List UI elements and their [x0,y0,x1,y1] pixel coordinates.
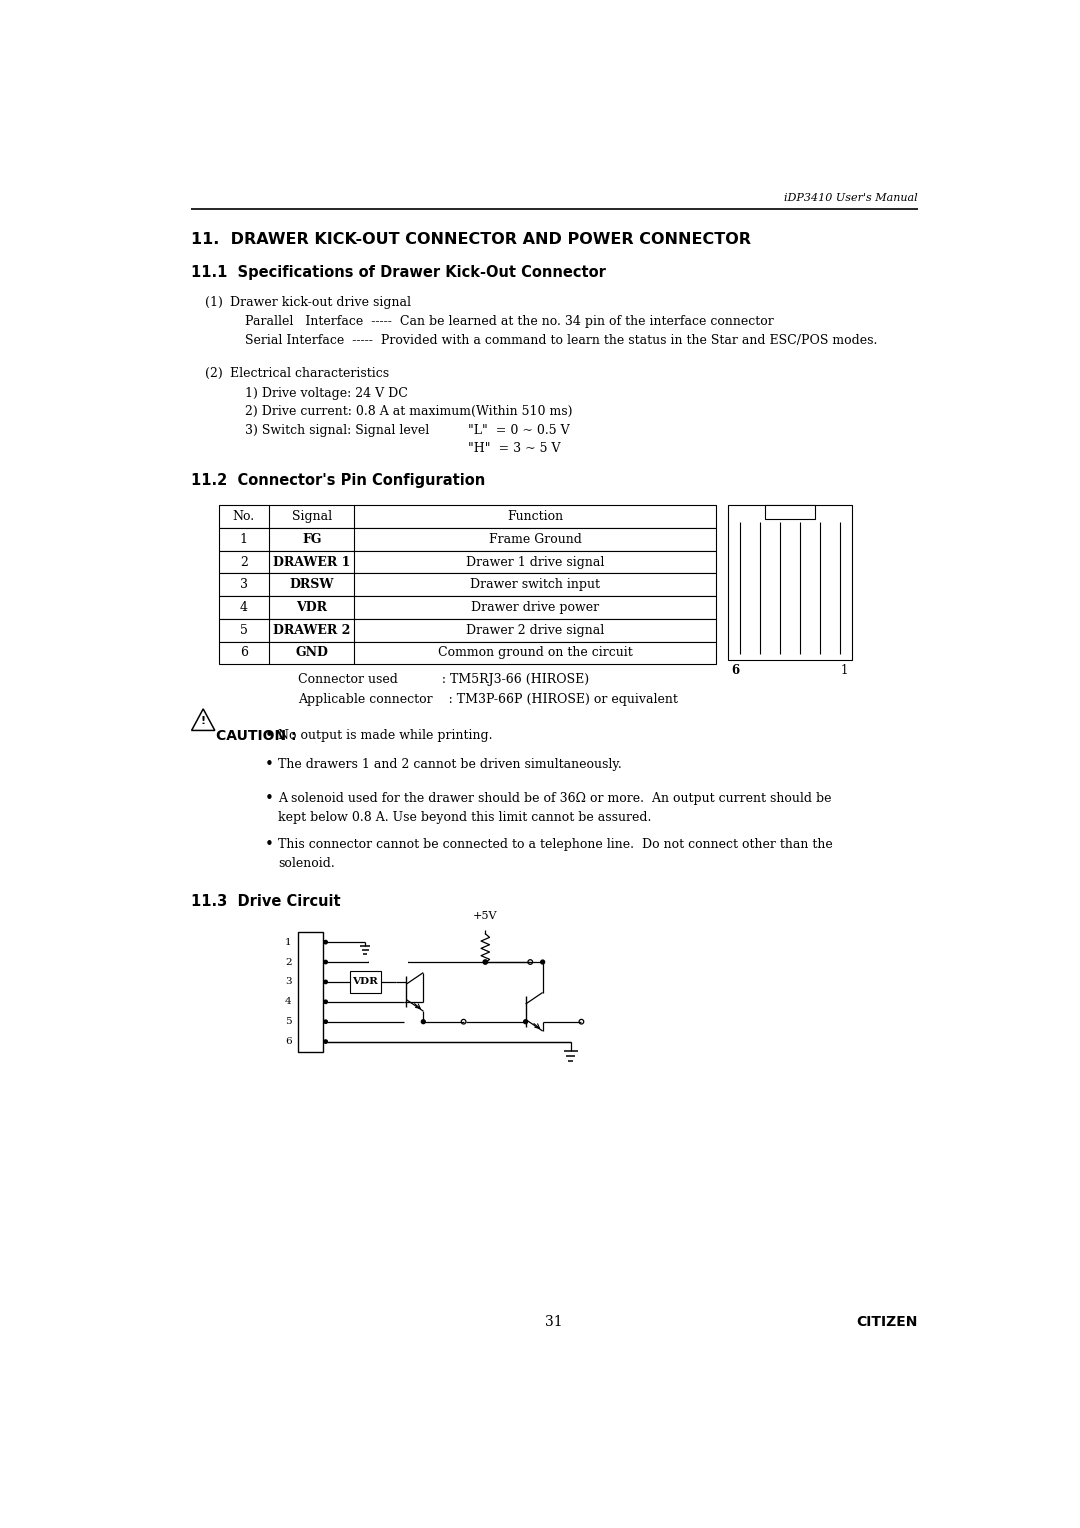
Bar [765,506,814,520]
Text: Drawer 2 drive signal: Drawer 2 drive signal [467,623,605,637]
Text: 4: 4 [240,601,248,614]
Circle shape [483,960,487,964]
Text: Connector used           : TM5RJ3-66 (HIROSE): Connector used : TM5RJ3-66 (HIROSE) [298,674,589,686]
Text: Drawer 1 drive signal: Drawer 1 drive signal [467,556,605,568]
Circle shape [324,981,327,984]
Text: 1) Drive voltage: 24 V DC: 1) Drive voltage: 24 V DC [245,387,408,400]
Text: 2) Drive current: 0.8 A at maximum(Within 510 ms): 2) Drive current: 0.8 A at maximum(Withi… [245,405,572,419]
Text: 2: 2 [285,958,292,967]
Text: iDP3410 User's Manual: iDP3410 User's Manual [784,194,918,203]
Text: DRAWER 1: DRAWER 1 [273,556,350,568]
Text: 3: 3 [285,978,292,987]
Text: 31: 31 [544,1316,563,1329]
Text: Electrical characteristics: Electrical characteristics [230,367,389,379]
Text: "H"  = 3 ~ 5 V: "H" = 3 ~ 5 V [469,442,561,455]
Bar [350,972,380,993]
Text: 5: 5 [240,623,247,637]
Circle shape [324,1001,327,1004]
Circle shape [524,1019,527,1024]
Text: FG: FG [302,533,322,545]
Text: 3: 3 [240,578,248,591]
Text: Frame Ground: Frame Ground [489,533,582,545]
Text: This connector cannot be connected to a telephone line.  Do not connect other th: This connector cannot be connected to a … [279,839,833,851]
Text: Serial Interface  -----  Provided with a command to learn the status in the Star: Serial Interface ----- Provided with a c… [245,335,877,347]
Text: No output is made while printing.: No output is made while printing. [279,729,492,743]
Bar [218,550,716,573]
Bar [218,529,716,550]
Bar [218,573,716,596]
Circle shape [324,1041,327,1044]
Circle shape [324,940,327,944]
Circle shape [541,960,544,964]
Text: No.: No. [233,510,255,523]
Text: DRSW: DRSW [289,578,334,591]
Text: 1: 1 [285,938,292,947]
Text: "L"  = 0 ~ 0.5 V: "L" = 0 ~ 0.5 V [469,423,570,437]
Text: DRAWER 2: DRAWER 2 [273,623,350,637]
Polygon shape [191,709,215,730]
Text: VDR: VDR [296,601,327,614]
Text: Drawer kick-out drive signal: Drawer kick-out drive signal [230,296,410,309]
Bar [218,596,716,619]
Text: VDR: VDR [352,978,378,987]
Text: Function: Function [508,510,564,523]
Text: •: • [266,758,274,772]
Text: 11.2  Connector's Pin Configuration: 11.2 Connector's Pin Configuration [191,472,485,487]
Circle shape [421,1019,426,1024]
Bar [218,506,716,529]
Bar [298,932,323,1051]
Text: 2: 2 [240,556,247,568]
Text: (2): (2) [205,367,222,379]
Text: 6: 6 [731,665,740,677]
Text: kept below 0.8 A. Use beyond this limit cannot be assured.: kept below 0.8 A. Use beyond this limit … [279,810,651,824]
Text: 5: 5 [285,1018,292,1027]
Text: solenoid.: solenoid. [279,857,335,869]
Text: 11.3  Drive Circuit: 11.3 Drive Circuit [191,894,340,909]
Text: 11.1  Specifications of Drawer Kick-Out Connector: 11.1 Specifications of Drawer Kick-Out C… [191,264,606,280]
Text: Parallel   Interface  -----  Can be learned at the no. 34 pin of the interface c: Parallel Interface ----- Can be learned … [245,315,773,329]
Text: Signal: Signal [292,510,332,523]
Text: A solenoid used for the drawer should be of 36Ω or more.  An output current shou: A solenoid used for the drawer should be… [279,792,832,805]
Text: Common ground on the circuit: Common ground on the circuit [437,646,633,660]
Text: (1): (1) [205,296,222,309]
Text: CAUTION :: CAUTION : [216,729,297,743]
Text: 6: 6 [285,1038,292,1047]
Text: 4: 4 [285,998,292,1007]
Text: The drawers 1 and 2 cannot be driven simultaneously.: The drawers 1 and 2 cannot be driven sim… [279,758,622,772]
Text: 1: 1 [840,665,848,677]
Text: 3) Switch signal: Signal level: 3) Switch signal: Signal level [245,423,430,437]
Text: !: ! [201,715,206,726]
Text: 11.  DRAWER KICK-OUT CONNECTOR AND POWER CONNECTOR: 11. DRAWER KICK-OUT CONNECTOR AND POWER … [191,232,751,248]
Text: 6: 6 [240,646,248,660]
Bar [728,506,852,660]
Text: Applicable connector    : TM3P-66P (HIROSE) or equivalent: Applicable connector : TM3P-66P (HIROSE)… [298,694,677,706]
Text: GND: GND [295,646,328,660]
Text: +5V: +5V [473,911,498,921]
Text: Drawer switch input: Drawer switch input [470,578,600,591]
Text: •: • [266,837,274,853]
Circle shape [324,960,327,964]
Text: 1: 1 [240,533,248,545]
Bar [369,957,408,967]
Text: •: • [266,729,274,743]
Text: •: • [266,792,274,807]
Text: Drawer drive power: Drawer drive power [471,601,599,614]
Bar [218,619,716,642]
Circle shape [324,1021,327,1024]
Text: CITIZEN: CITIZEN [856,1316,918,1329]
Bar [218,642,716,665]
